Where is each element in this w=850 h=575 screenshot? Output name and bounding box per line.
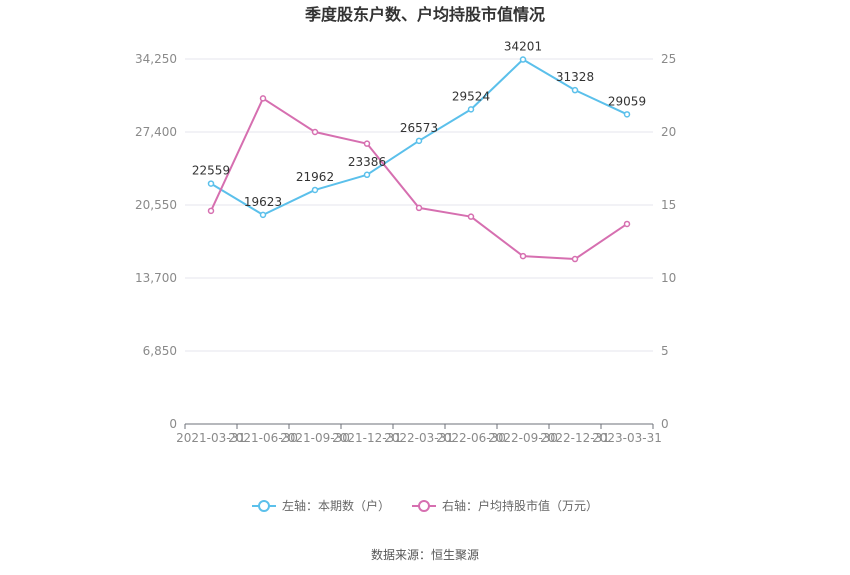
data-label: 29059 (608, 94, 646, 108)
x-axis-tick-label: 2023-03-31 (592, 431, 662, 445)
series-2-point[interactable] (259, 95, 267, 102)
data-label: 23386 (348, 155, 386, 169)
legend-label: 左轴：本期数（户） (282, 498, 390, 513)
right-axis-tick-label: 5 (661, 344, 669, 358)
series-1-point[interactable] (259, 211, 267, 219)
series-2-point[interactable] (415, 204, 423, 212)
x-axis-tick-label: 2022-03-31 (384, 431, 454, 445)
legend-item-1[interactable]: 左轴：本期数（户） (252, 498, 390, 513)
legend-swatch-marker (258, 500, 270, 512)
right-axis-tick-label: 15 (661, 198, 676, 212)
right-axis-tick-label: 20 (661, 125, 676, 139)
label-layer: 22559 19623 21962 23386 26573 29524 34201 31328… (192, 40, 646, 209)
source-note: 数据来源：恒生聚源 (371, 547, 479, 562)
right-axis-tick-label: 10 (661, 271, 676, 285)
series-2-point[interactable] (311, 128, 319, 136)
left-axis-tick-label: 27,400 (135, 125, 177, 139)
data-label: 26573 (400, 121, 438, 135)
axis-layer: 0 6,850 13,700 20,550 27,400 34,250 0 5 10 15 20 25… (135, 52, 676, 445)
series-2-point[interactable] (467, 213, 475, 220)
series-2-point[interactable] (519, 252, 527, 260)
x-axis-tick-label: 2021-12-31 (332, 431, 402, 445)
left-axis-tick-label: 0 (169, 417, 177, 431)
series-2-point[interactable] (571, 255, 579, 263)
left-axis-tick-label: 6,850 (143, 344, 177, 358)
series-1-point[interactable] (571, 86, 579, 94)
left-axis-tick-label: 20,550 (135, 198, 177, 212)
data-label: 19623 (244, 195, 282, 209)
data-label: 34201 (504, 40, 542, 54)
series-2-point[interactable] (363, 140, 371, 147)
x-axis-tick-label: 2021-03-31 (176, 431, 246, 445)
x-axis-tick-label: 2022-06-30 (436, 431, 506, 445)
series-1-point[interactable] (467, 106, 475, 113)
data-label: 31328 (556, 70, 594, 84)
series-2-point[interactable] (623, 220, 631, 228)
x-axis-tick-label: 2022-09-30 (488, 431, 558, 445)
data-label: 21962 (296, 170, 334, 184)
series-layer (207, 56, 631, 263)
series-1-point[interactable] (519, 56, 527, 63)
x-axis-tick-label: 2021-09-30 (280, 431, 350, 445)
legend-item-2[interactable]: 右轴：户均持股市值（万元） (412, 498, 598, 513)
series-1-point[interactable] (415, 137, 423, 145)
series-1-point[interactable] (623, 111, 631, 118)
right-axis-tick-label: 25 (661, 52, 676, 66)
legend-label: 右轴：户均持股市值（万元） (442, 498, 598, 513)
series-1-point[interactable] (363, 171, 371, 179)
series-1-point[interactable] (207, 180, 215, 187)
series-2-point[interactable] (207, 207, 215, 215)
right-axis-tick-label: 0 (661, 417, 669, 431)
left-axis-tick-label: 13,700 (135, 271, 177, 285)
left-axis-tick-label: 34,250 (135, 52, 177, 66)
data-label: 22559 (192, 164, 230, 178)
chart-title: 季度股东户数、户均持股市值情况 (304, 5, 545, 24)
legend-swatch-marker (418, 500, 430, 512)
data-label: 29524 (452, 89, 490, 103)
x-axis-tick-label: 2022-12-31 (540, 431, 610, 445)
legend[interactable]: 左轴：本期数（户） 右轴：户均持股市值（万元） (252, 498, 598, 513)
x-axis-tick-label: 2021-06-30 (228, 431, 298, 445)
series-1-point[interactable] (311, 186, 319, 194)
